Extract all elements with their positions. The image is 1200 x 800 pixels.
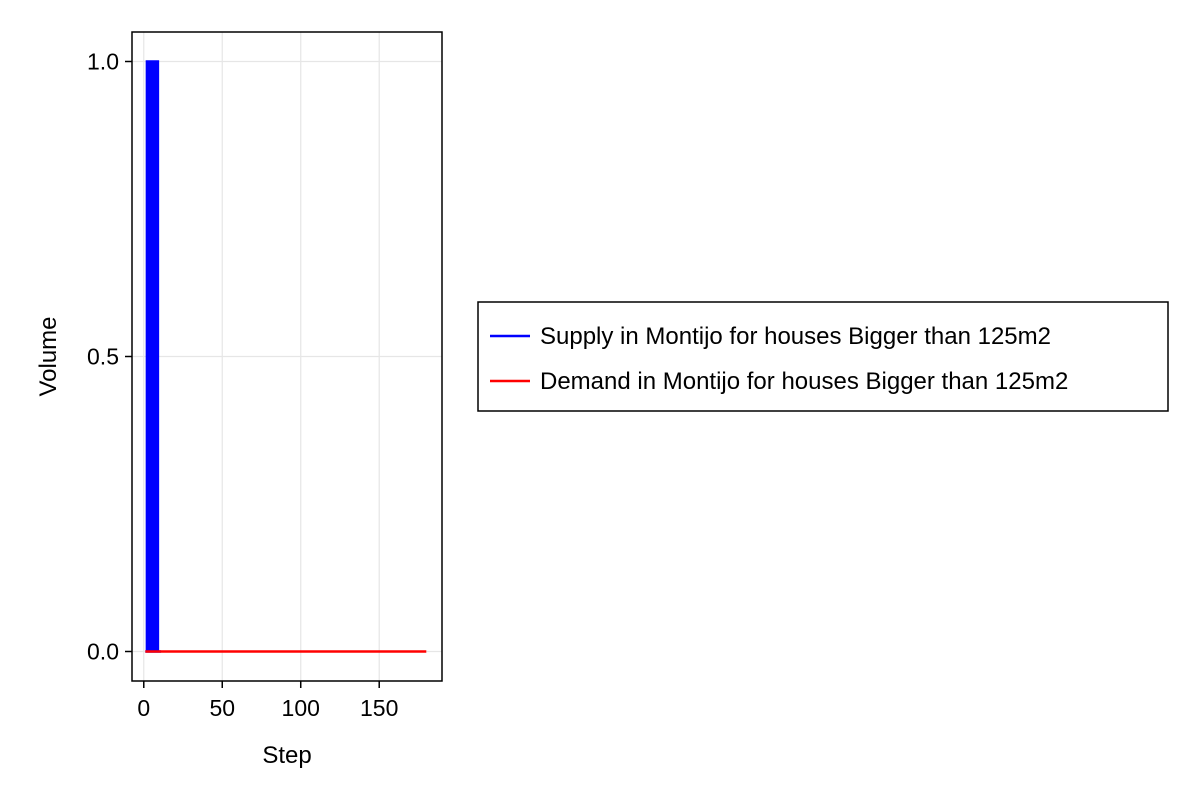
series-layer xyxy=(145,60,427,653)
x-tick-label: 100 xyxy=(282,695,320,721)
y-tick-label: 1.0 xyxy=(87,49,119,75)
legend-label-supply: Supply in Montijo for houses Bigger than… xyxy=(540,323,1051,350)
ticks-layer: 0 50 100 150 0.0 0.5 1.0 xyxy=(87,49,398,722)
legend: Supply in Montijo for houses Bigger than… xyxy=(477,301,1169,412)
legend-box xyxy=(477,301,1169,412)
x-axis-label: Step xyxy=(262,742,311,769)
x-tick-label: 0 xyxy=(137,695,150,721)
series-line-supply xyxy=(145,60,162,653)
y-axis-label: Volume xyxy=(35,316,62,396)
y-tick-label: 0.0 xyxy=(87,639,119,665)
grid-layer xyxy=(132,32,442,681)
x-tick-label: 150 xyxy=(360,695,398,721)
legend-label-demand: Demand in Montijo for houses Bigger than… xyxy=(540,368,1068,395)
y-tick-label: 0.5 xyxy=(87,344,119,370)
x-tick-label: 50 xyxy=(209,695,235,721)
